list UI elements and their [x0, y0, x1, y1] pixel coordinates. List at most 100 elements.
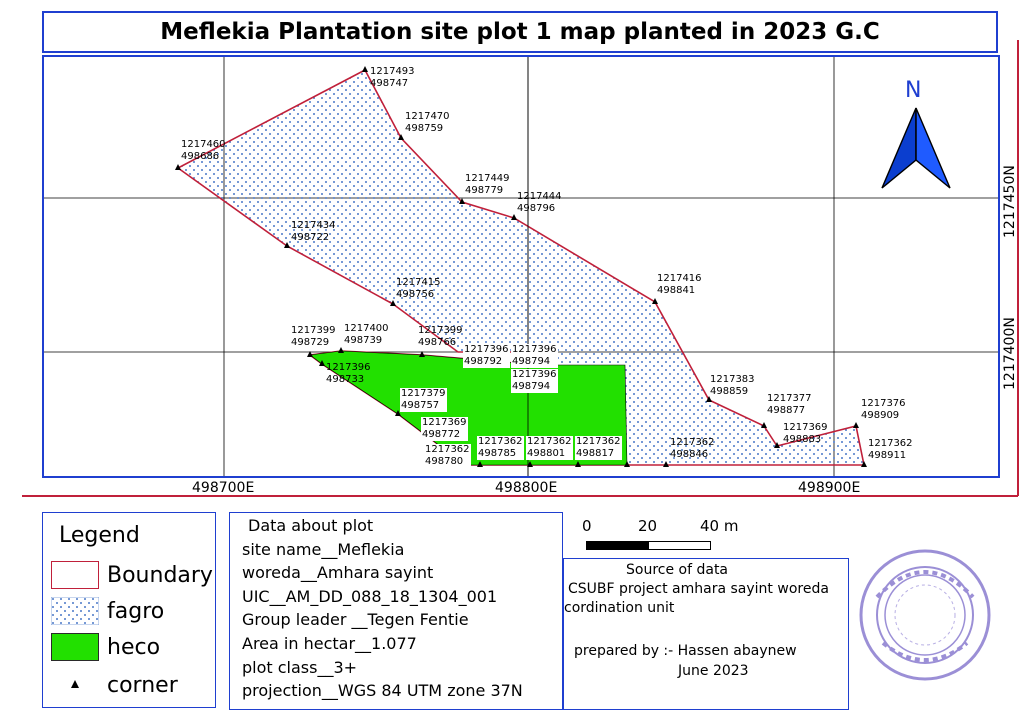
northing-value: 1217379 — [401, 388, 446, 399]
legend-label: heco — [107, 634, 161, 660]
legend-item-boundary: Boundary — [51, 561, 213, 589]
legend-item-fagro: fagro — [51, 597, 164, 625]
easting-value: 498757 — [401, 400, 440, 411]
northing-value: 1217444 — [517, 191, 562, 202]
scale-label: 40 m — [700, 517, 739, 535]
prepared-date: June 2023 — [678, 663, 749, 679]
northing-value: 1217396 — [464, 344, 509, 355]
map-canvas — [44, 57, 998, 476]
source-panel: Source of data CSUBF project amhara sayi… — [563, 558, 849, 710]
site-name: site name__Meflekia — [242, 540, 405, 559]
northing-value: 1217362 — [425, 444, 470, 455]
corner-label: 1217416 498841 — [657, 273, 702, 297]
easting-value: 498841 — [657, 285, 696, 296]
uic: UIC__AM_DD_088_18_1304_001 — [242, 587, 498, 606]
corner-label: 1217396 498733 — [326, 362, 371, 386]
legend-item-corner: corner — [51, 671, 178, 699]
grid-label-easting: 498700E — [192, 480, 255, 496]
easting-value: 498792 — [464, 356, 503, 367]
corner-label: 1217470 498759 — [405, 111, 450, 135]
easting-value: 498772 — [422, 429, 461, 440]
scale-label: 20 — [638, 517, 658, 535]
projection: projection__WGS 84 UTM zone 37N — [242, 681, 523, 700]
heco-swatch — [51, 633, 99, 661]
corner-label: 1217369 498772 — [421, 417, 468, 441]
scale-label: 0 — [582, 517, 592, 535]
northing-value: 1217362 — [868, 438, 913, 449]
area: Area in hectar__1.077 — [242, 634, 417, 653]
woreda: woreda__Amhara sayint — [242, 563, 434, 582]
easting-value: 498877 — [767, 405, 806, 416]
north-arrow-icon — [881, 107, 951, 189]
north-label: N — [905, 78, 922, 103]
plot-info-heading: Data about plot — [248, 516, 374, 535]
easting-value: 498796 — [517, 203, 556, 214]
northing-value: 1217493 — [370, 66, 415, 77]
source-heading: Source of data — [626, 562, 729, 578]
corner-label: 1217362 498780 — [424, 444, 471, 468]
corner-label: 1217396 498794 — [511, 369, 558, 393]
legend-panel: Legend Boundary fagro heco corner — [42, 512, 216, 708]
official-stamp-icon — [859, 549, 991, 681]
source-line1: CSUBF project amhara sayint woreda — [568, 581, 829, 597]
easting-value: 498756 — [396, 289, 435, 300]
legend-item-heco: heco — [51, 633, 160, 661]
grid-label-easting: 498900E — [798, 480, 861, 496]
legend-label: fagro — [107, 598, 165, 624]
easting-value: 498766 — [418, 337, 457, 348]
easting-value: 498911 — [868, 450, 907, 461]
corner-label: 1217362 498817 — [575, 436, 622, 460]
northing-value: 1217399 — [418, 325, 463, 336]
easting-value: 498733 — [326, 374, 365, 385]
corner-label: 1217377 498877 — [767, 393, 812, 417]
corner-label: 1217415 498756 — [396, 277, 441, 301]
northing-value: 1217434 — [291, 220, 336, 231]
northing-value: 1217362 — [478, 436, 523, 447]
corner-label: 1217369 498883 — [783, 422, 828, 446]
northing-value: 1217400 — [344, 323, 389, 334]
northing-value: 1217396 — [512, 344, 557, 355]
map-title: Meflekia Plantation site plot 1 map plan… — [42, 11, 998, 53]
corner-label: 1217399 498766 — [418, 325, 463, 349]
northing-value: 1217460 — [181, 139, 226, 150]
fagro-swatch — [51, 597, 99, 625]
northing-value: 1217362 — [576, 436, 621, 447]
legend-title: Legend — [59, 523, 140, 548]
easting-value: 498729 — [291, 337, 330, 348]
northing-value: 1217415 — [396, 277, 441, 288]
plot-info-panel: Data about plot site name__Meflekia wore… — [229, 512, 563, 710]
northing-value: 1217396 — [512, 369, 557, 380]
northing-value: 1217369 — [783, 422, 828, 433]
easting-value: 498780 — [425, 456, 464, 467]
boundary-swatch — [51, 561, 99, 589]
northing-value: 1217449 — [465, 173, 510, 184]
corner-label: 1217493 498747 — [370, 66, 415, 90]
northing-value: 1217396 — [326, 362, 371, 373]
corner-label: 1217434 498722 — [291, 220, 336, 244]
group-leader: Group leader __Tegen Fentie — [242, 610, 469, 629]
easting-value: 498739 — [344, 335, 383, 346]
easting-value: 498859 — [710, 386, 749, 397]
grid-label-easting: 498800E — [495, 480, 558, 496]
easting-value: 498759 — [405, 123, 444, 134]
corner-label: 1217460 498686 — [181, 139, 226, 163]
northing-value: 1217470 — [405, 111, 450, 122]
northing-value: 1217377 — [767, 393, 812, 404]
northing-value: 1217376 — [861, 398, 906, 409]
northing-value: 1217416 — [657, 273, 702, 284]
northing-value: 1217383 — [710, 374, 755, 385]
corner-label: 1217362 498801 — [526, 436, 573, 460]
scale-bar-graphic — [586, 541, 711, 550]
corner-label: 1217376 498909 — [861, 398, 906, 422]
corner-label: 1217400 498739 — [344, 323, 389, 347]
corner-label: 1217379 498757 — [400, 388, 447, 412]
grid-label-northing: 1217450N — [1002, 165, 1018, 238]
corner-label: 1217383 498859 — [710, 374, 755, 398]
corner-label: 1217362 498911 — [868, 438, 913, 462]
northing-value: 1217362 — [670, 437, 715, 448]
legend-label: Boundary — [107, 562, 213, 588]
easting-value: 498722 — [291, 232, 330, 243]
corner-label: 1217362 498785 — [477, 436, 524, 460]
source-line2: cordination unit — [564, 600, 675, 616]
prepared-by: prepared by :- Hassen abaynew — [574, 643, 797, 659]
